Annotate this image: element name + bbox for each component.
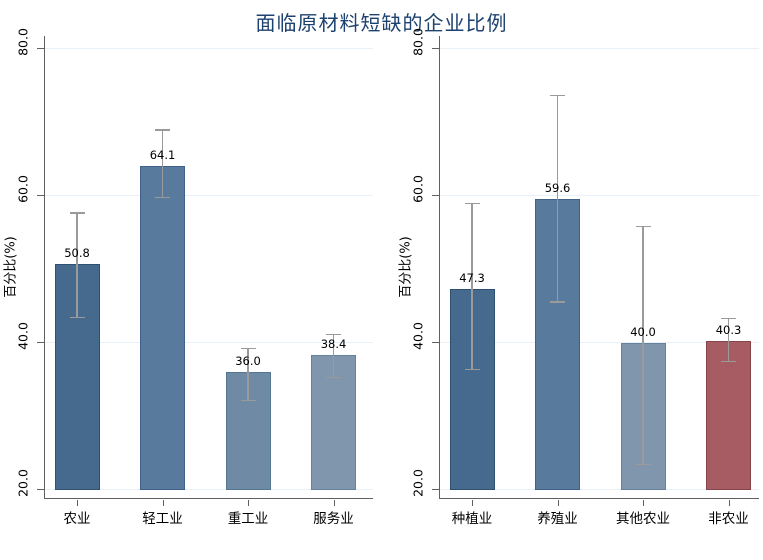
x-category-label: 轻工业 (142, 511, 183, 527)
x-category-label: 农业 (63, 511, 91, 527)
y-axis-tick (432, 342, 440, 343)
y-tick-label: 20.0 (410, 469, 426, 497)
error-bar-line (642, 226, 644, 466)
bar-value-label: 38.4 (320, 336, 347, 351)
error-bar-cap (69, 212, 85, 214)
x-axis-tick (248, 499, 250, 506)
error-bar-line (727, 318, 730, 363)
gridline (45, 195, 373, 196)
bar-value-label: 59.6 (544, 180, 571, 195)
y-tick-label: 60.0 (410, 175, 426, 203)
gridline (440, 195, 759, 196)
x-axis-tick (333, 499, 335, 506)
error-bar-cap (240, 399, 256, 402)
x-axis-tick (77, 499, 79, 506)
chart-title: 面临原材料短缺的企业比例 (255, 11, 508, 35)
bar-2 (140, 165, 185, 490)
x-category-label: 种植业 (451, 511, 493, 527)
error-bar-line (76, 213, 78, 319)
panels: 百分比(%) 20.0 40.0 60.0 80.0 50.8 农业 64.1 轻工业 36.0… (0, 28, 763, 527)
error-bar-line (332, 334, 335, 379)
error-bar-cap (155, 129, 170, 131)
bar-value-label: 47.3 (459, 271, 485, 286)
bar-value-label: 40.0 (630, 325, 656, 339)
error-bar-line (471, 204, 473, 371)
error-bar-cap (240, 347, 256, 349)
error-bar-cap (326, 377, 341, 379)
y-axis-tick (37, 489, 45, 490)
y-axis-tick (37, 342, 45, 343)
error-bar-cap (635, 225, 651, 227)
bar-value-label: 64.1 (149, 147, 176, 162)
error-bar-line (161, 130, 164, 199)
x-axis-tick (643, 499, 645, 506)
error-bar-cap (721, 317, 736, 319)
bar-value-label: 50.8 (64, 245, 90, 260)
gridline (440, 342, 759, 343)
x-axis-tick (557, 499, 559, 506)
error-bar-cap (635, 463, 651, 466)
plot-area-sector: 百分比(%) 20.0 40.0 60.0 80.0 47.3 种植业 59.6 养殖业 40.… (399, 28, 759, 527)
plot-area-industry: 百分比(%) 20.0 40.0 60.0 80.0 50.8 农业 64.1 轻工业 36.0… (4, 28, 373, 527)
bar-value-label: 36.0 (235, 354, 261, 369)
x-axis-tick (162, 499, 164, 506)
gridline (45, 489, 373, 490)
y-axis-tick (432, 489, 440, 490)
error-bar-cap (721, 360, 736, 363)
y-tick-label: 40.0 (15, 322, 31, 350)
error-bar-cap (464, 369, 480, 371)
error-bar-cap (69, 316, 85, 319)
y-axis-tick (432, 195, 440, 196)
x-category-label: 非农业 (708, 511, 749, 527)
x-category-label: 重工业 (227, 511, 269, 527)
x-axis-tick (728, 499, 730, 506)
gridline (45, 48, 373, 49)
y-axis-title: 百分比(%) (398, 236, 414, 298)
y-tick-label: 60.0 (15, 175, 31, 203)
bar-value-label: 40.3 (715, 322, 742, 337)
bar-4 (706, 340, 751, 490)
y-axis-title: 百分比(%) (3, 236, 19, 298)
gridline (45, 342, 373, 343)
bar-4 (311, 354, 356, 490)
x-category-label: 服务业 (313, 511, 354, 527)
panel-industry: 百分比(%) 20.0 40.0 60.0 80.0 50.8 农业 64.1 轻工业 36.0… (0, 28, 373, 527)
y-tick-label: 40.0 (410, 322, 426, 350)
y-axis-tick (37, 48, 45, 49)
error-bar-line (247, 348, 249, 402)
error-bar-cap (550, 94, 565, 97)
gridline (440, 48, 759, 49)
x-category-label: 养殖业 (537, 511, 578, 527)
y-tick-label: 80.0 (410, 28, 426, 56)
y-axis-tick (37, 195, 45, 196)
error-bar-line (556, 96, 559, 303)
y-tick-label: 20.0 (15, 469, 31, 497)
x-category-label: 其他农业 (616, 511, 670, 527)
panel-sector: 百分比(%) 20.0 40.0 60.0 80.0 47.3 种植业 59.6 养殖业 40.… (373, 28, 759, 527)
y-axis-tick (432, 48, 440, 49)
error-bar-cap (155, 197, 170, 199)
x-axis-tick (472, 499, 474, 506)
y-tick-label: 80.0 (15, 28, 31, 56)
gridline (440, 489, 759, 490)
error-bar-cap (464, 202, 480, 205)
error-bar-cap (550, 301, 565, 303)
error-bar-cap (326, 333, 341, 335)
